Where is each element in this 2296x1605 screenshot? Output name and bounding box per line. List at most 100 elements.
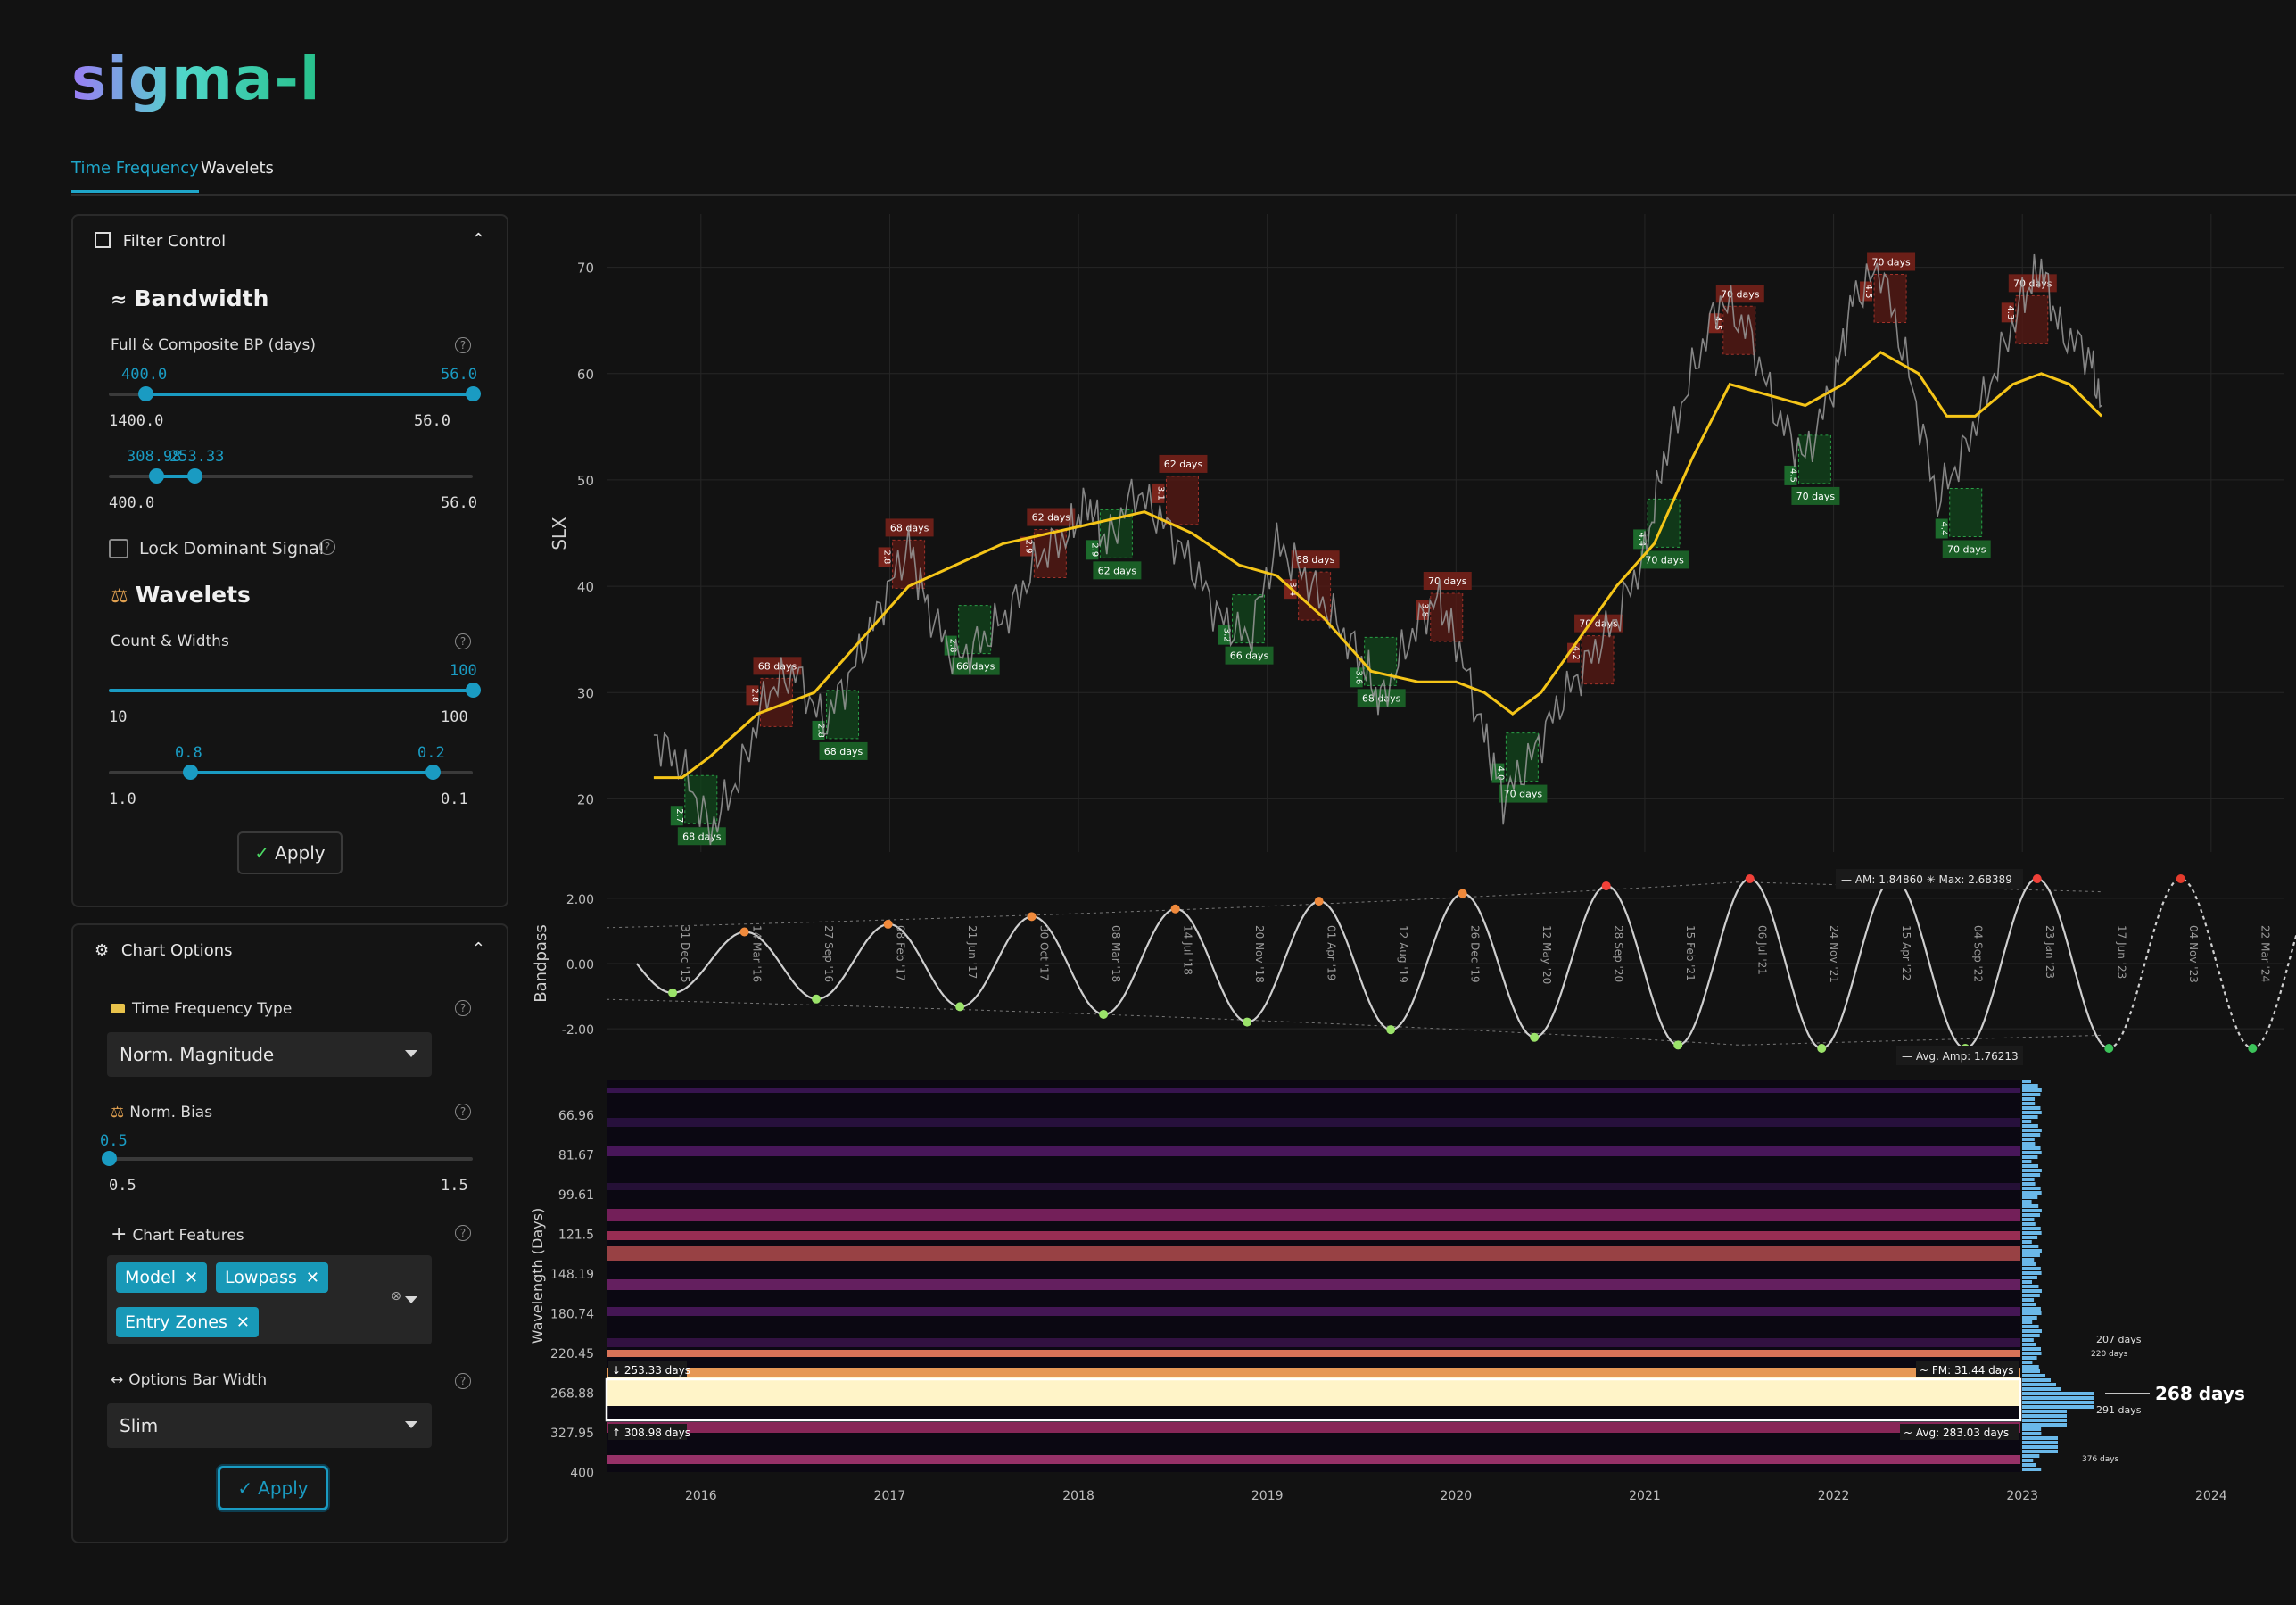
filter-control-title: Filter Control xyxy=(122,232,227,251)
bandwidth-slider1-high-value: 56.0 xyxy=(441,366,477,384)
entry-zone-label-bg xyxy=(1942,540,1991,558)
tab-time-frequency[interactable]: Time Frequency xyxy=(71,159,199,193)
wavelets-width-high-thumb[interactable] xyxy=(425,765,441,780)
heatmap-chart: 66.96 81.67 99.61 121.5 148.19 180.74 220.45 26… xyxy=(529,1080,2245,1503)
spectrum-bar xyxy=(2022,1450,2058,1453)
peak-marker xyxy=(883,919,893,929)
chart-features-label: + Chart Features xyxy=(111,1223,244,1245)
wavelets-count-fill xyxy=(109,689,473,692)
norm-bias-slider[interactable] xyxy=(102,1151,473,1166)
entry-zone-label-bg xyxy=(677,827,726,846)
spectrum-bar xyxy=(2022,1414,2067,1418)
spectrum-bar xyxy=(2022,1160,2032,1163)
spectrum-bar xyxy=(2022,1387,2061,1391)
spectrum-bar xyxy=(2022,1392,2094,1395)
cycle-date-label: 08 Feb '17 xyxy=(895,925,907,981)
wavelets-width-slider[interactable] xyxy=(109,765,473,780)
norm-bias-thumb[interactable] xyxy=(102,1151,117,1166)
spectrum-bar xyxy=(2022,1173,2041,1177)
entry-zone-label: 62 days xyxy=(1164,459,1203,470)
entry-zone-label-bg xyxy=(1423,572,1472,590)
entry-zone-num-bg xyxy=(1152,483,1165,503)
wavelets-count-slider[interactable] xyxy=(109,683,481,698)
scale-icon: ⚖ xyxy=(111,1104,125,1121)
tab-wavelets[interactable]: Wavelets xyxy=(201,159,274,178)
spectrum-bar xyxy=(2022,1280,2033,1284)
wavelets-width-low-thumb[interactable] xyxy=(182,765,198,780)
help-icon[interactable]: ? xyxy=(455,1104,471,1120)
heatmap-band xyxy=(607,1146,2020,1156)
selected-band-outline xyxy=(605,1377,2022,1422)
bandwidth-slider1-fill xyxy=(145,393,473,396)
spectrum-bar xyxy=(2022,1352,2042,1355)
spectrum-bar xyxy=(2022,1459,2034,1462)
entry-zone-box xyxy=(1722,305,1756,355)
entry-zone-label: 70 days xyxy=(1504,789,1543,800)
wavelets-slider1-max: 100 xyxy=(441,708,468,726)
bandwidth-slider2[interactable] xyxy=(109,468,473,484)
entry-zone-label: 68 days xyxy=(1362,692,1401,704)
chart-options-header[interactable]: ⚙ Chart Options xyxy=(95,941,233,960)
entry-zone-strength: 4.3 xyxy=(2005,305,2015,319)
spectrum-bar xyxy=(2022,1102,2036,1105)
entry-zone-label-bg xyxy=(1640,550,1689,569)
bandwidth-slider2-high-thumb[interactable] xyxy=(186,468,202,484)
wavelets-count-thumb[interactable] xyxy=(466,683,481,698)
spectrum-bar xyxy=(2022,1195,2038,1199)
close-icon[interactable]: ✕ xyxy=(185,1269,199,1287)
entry-zone-strength: 3.6 xyxy=(1354,670,1364,684)
caret-down-icon xyxy=(405,1296,417,1303)
spectrum-bar xyxy=(2022,1182,2036,1186)
chart-options-title: Chart Options xyxy=(120,941,233,960)
spectrum-bar xyxy=(2022,1133,2041,1137)
tf-type-select[interactable]: Norm. Magnitude xyxy=(107,1032,432,1077)
chart-features-multiselect[interactable]: Model ✕ Lowpass ✕ Entry Zones ✕ ⊗ xyxy=(107,1255,432,1344)
spectrum-bar xyxy=(2022,1164,2039,1168)
entry-zone-label: 62 days xyxy=(1098,565,1137,576)
y-tick-label: 30 xyxy=(577,685,594,701)
spectrum-bar xyxy=(2022,1231,2042,1235)
clear-icon[interactable]: ⊗ xyxy=(391,1289,401,1303)
heatmap-band xyxy=(607,1231,2020,1240)
spectrum-bar xyxy=(2022,1097,2036,1101)
entry-zone-strength: 4.4 xyxy=(1939,522,1949,536)
chart-options-apply-button[interactable]: ✓ Apply xyxy=(218,1466,328,1510)
peak-marker xyxy=(1601,881,1611,890)
bandwidth-slider1[interactable] xyxy=(109,386,481,401)
chip-entry-zones[interactable]: Entry Zones ✕ xyxy=(116,1307,259,1337)
entry-zone-box xyxy=(1505,732,1539,782)
spectrum-bar xyxy=(2022,1311,2042,1315)
lock-dominant-checkbox[interactable] xyxy=(109,539,128,558)
filter-control-header[interactable]: Filter Control xyxy=(95,232,226,251)
entry-zone-label: 68 days xyxy=(758,660,797,672)
chip-model[interactable]: Model ✕ xyxy=(116,1262,208,1293)
bandwidth-slider1-low-thumb[interactable] xyxy=(137,386,153,401)
help-icon[interactable]: ? xyxy=(319,539,335,555)
cycle-date-label: 24 Nov '21 xyxy=(1828,925,1840,983)
chevron-up-icon[interactable]: ⌃ xyxy=(471,230,485,249)
spectrum-bar xyxy=(2022,1419,2067,1422)
spectrum-bar xyxy=(2022,1468,2042,1471)
spectrum-bar xyxy=(2022,1441,2058,1444)
entry-zone-num-bg xyxy=(1567,642,1581,663)
bar-width-select[interactable]: Slim xyxy=(107,1403,432,1448)
spectrum-bar xyxy=(2022,1374,2045,1377)
spectrum-bar xyxy=(2022,1334,2040,1337)
chip-lowpass[interactable]: Lowpass ✕ xyxy=(216,1262,329,1293)
spectrum-bar xyxy=(2022,1129,2042,1132)
help-icon[interactable]: ? xyxy=(455,1000,471,1016)
entry-zone-label: 70 days xyxy=(1947,544,1986,556)
filter-apply-button[interactable]: ✓ Apply xyxy=(237,831,343,874)
app-logo: sigma-l xyxy=(71,45,321,113)
close-icon[interactable]: ✕ xyxy=(305,1269,320,1287)
bandwidth-slider2-low-thumb[interactable] xyxy=(149,468,165,484)
cycle-date-label: 23 Jan '23 xyxy=(2044,925,2056,979)
close-icon[interactable]: ✕ xyxy=(235,1313,250,1332)
chevron-up-icon[interactable]: ⌃ xyxy=(471,939,485,958)
entry-zone-box xyxy=(1165,476,1199,525)
help-icon[interactable]: ? xyxy=(455,1373,471,1389)
help-icon[interactable]: ? xyxy=(455,337,471,353)
bandwidth-slider1-high-thumb[interactable] xyxy=(466,386,481,401)
help-icon[interactable]: ? xyxy=(455,633,471,649)
help-icon[interactable]: ? xyxy=(455,1225,471,1241)
